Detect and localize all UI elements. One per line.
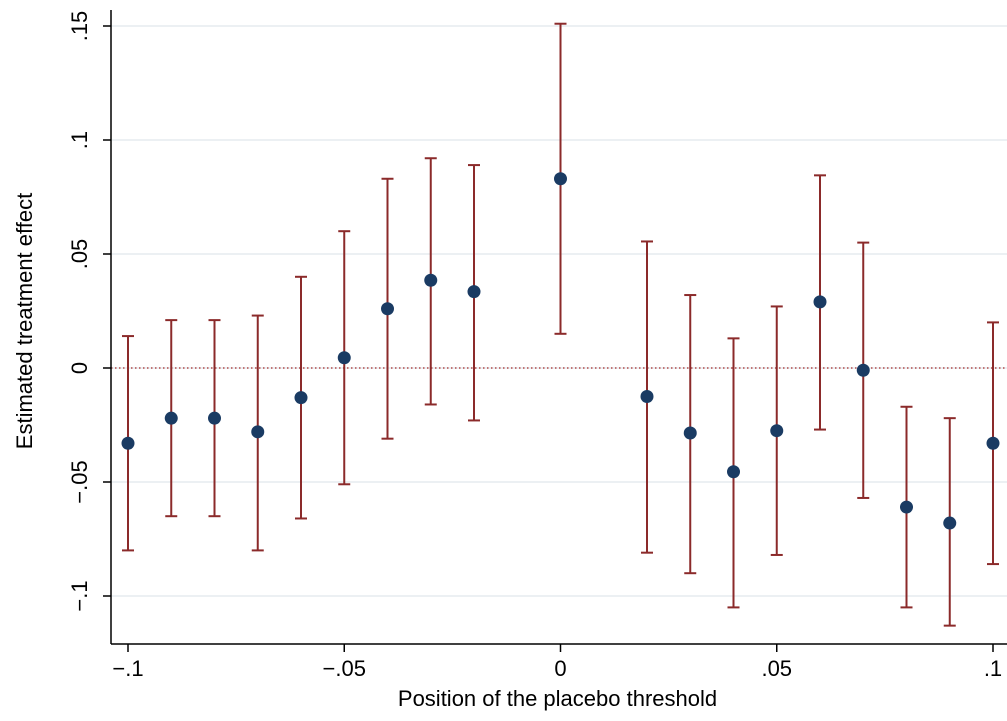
x-tick-label: 0 — [554, 656, 566, 681]
data-point — [986, 436, 1000, 450]
y-tick-label: −.05 — [67, 460, 92, 503]
x-tick-label: .05 — [761, 656, 792, 681]
x-tick-label: −.1 — [112, 656, 143, 681]
x-ticks: −.1 −.05 0 .05 .1 — [112, 644, 1002, 681]
data-point — [164, 411, 178, 425]
y-tick-label: −.1 — [67, 580, 92, 611]
data-point — [943, 516, 957, 530]
data-point — [424, 273, 438, 287]
data-point — [683, 426, 697, 440]
data-point — [727, 465, 740, 479]
x-axis-label: Position of the placebo threshold — [398, 686, 717, 711]
data-point — [770, 424, 784, 438]
data-point — [856, 363, 870, 377]
data-point — [900, 500, 913, 514]
data-point — [813, 295, 827, 309]
data-point — [381, 302, 394, 316]
data-point — [337, 351, 351, 365]
data-point — [554, 172, 567, 186]
error-bars — [122, 22, 999, 627]
data-point — [640, 390, 654, 403]
axes — [110, 10, 1007, 645]
data-point — [251, 425, 265, 439]
data-point — [467, 285, 481, 299]
grid-lines — [111, 25, 1007, 597]
y-axis-label: Estimated treatment effect — [12, 193, 37, 449]
x-tick-label: −.05 — [323, 656, 366, 681]
data-point — [294, 391, 308, 405]
x-tick-label: .1 — [984, 656, 1002, 681]
data-point — [121, 436, 135, 450]
y-tick-label: .05 — [67, 239, 92, 270]
y-tick-label: .1 — [67, 131, 92, 149]
y-ticks: −.1 −.05 0 .05 .1 .15 — [67, 11, 111, 612]
y-tick-label: .15 — [67, 11, 92, 42]
y-tick-label: 0 — [67, 362, 92, 374]
data-points — [121, 172, 1000, 530]
data-point — [208, 411, 221, 425]
